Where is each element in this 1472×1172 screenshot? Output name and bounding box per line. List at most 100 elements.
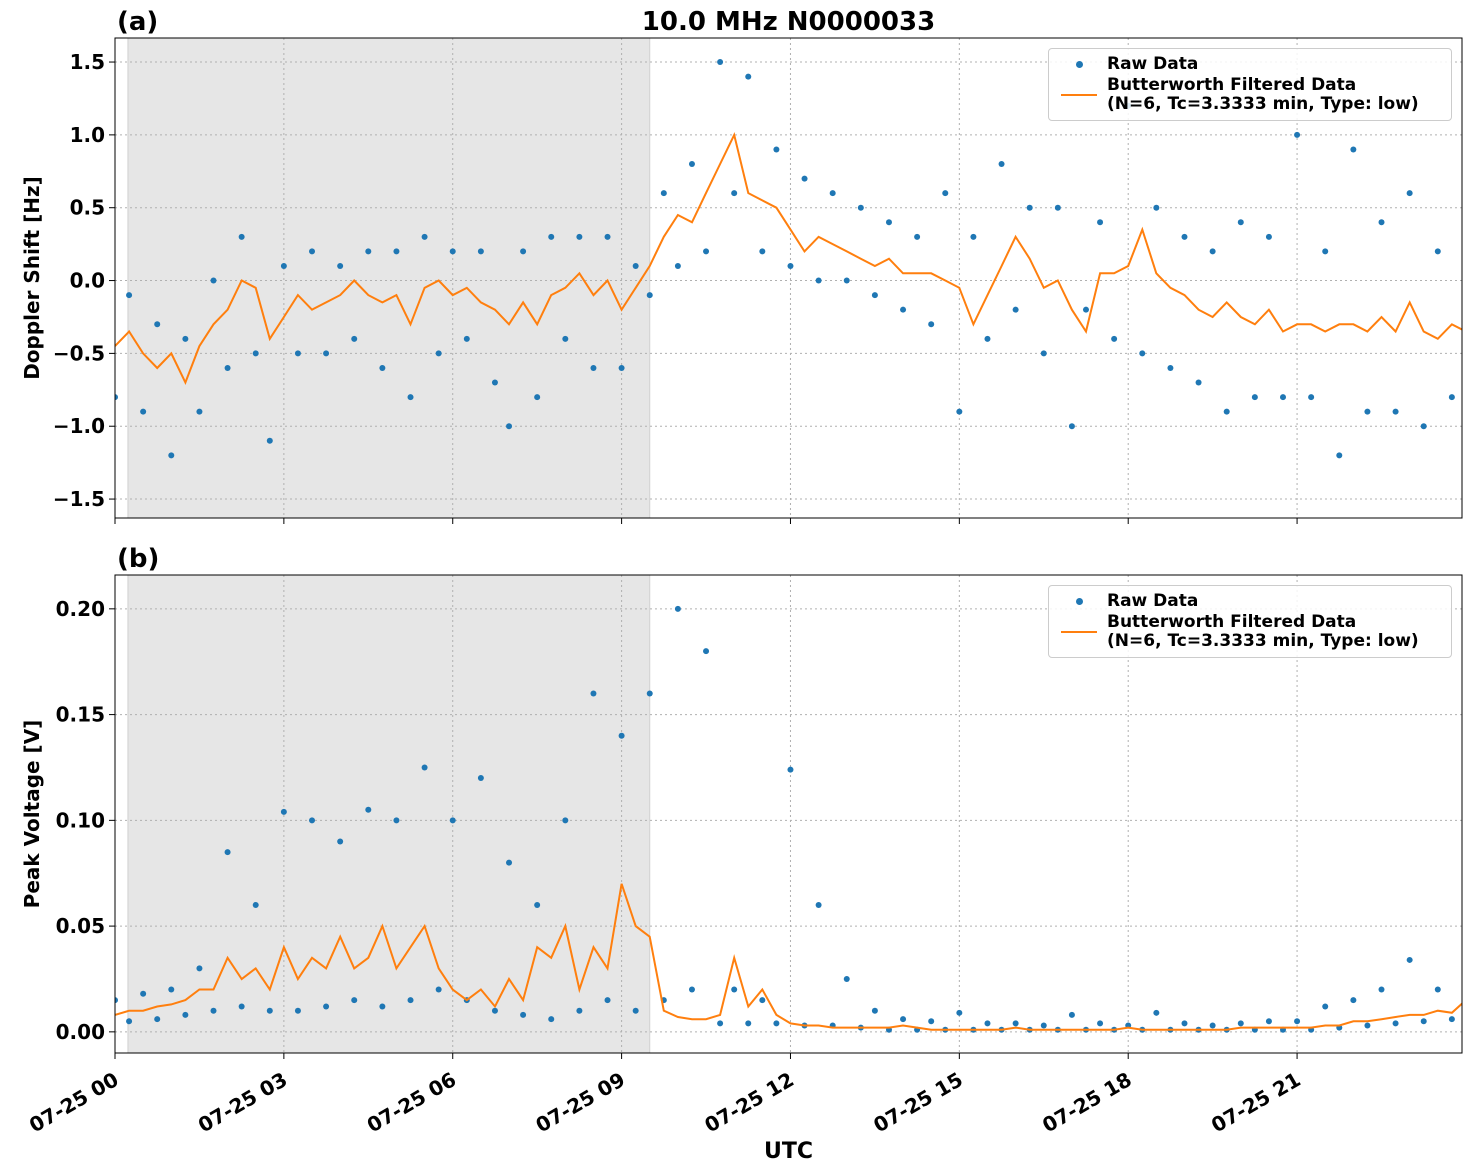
filtered-line (115, 131, 1462, 386)
axes-frame (114, 574, 1463, 1054)
raw-data-point (238, 233, 245, 240)
raw-data-point (1040, 1022, 1047, 1029)
raw-data-point (1350, 997, 1357, 1004)
raw-data-point (1097, 1020, 1104, 1027)
raw-data-point (787, 766, 794, 773)
x-tick-label: 07-25 18 (1038, 1067, 1136, 1137)
raw-data-point (815, 901, 822, 908)
raw-data-point (1097, 219, 1104, 226)
raw-data-point (1223, 408, 1230, 415)
raw-data-point (365, 248, 372, 255)
raw-data-point (1237, 1020, 1244, 1027)
x-tick-label: 07-25 12 (700, 1067, 798, 1137)
raw-data-point (1350, 146, 1357, 153)
raw-data-point (309, 817, 316, 824)
raw-data-point (914, 233, 921, 240)
raw-data-point (759, 997, 766, 1004)
raw-data-point (477, 775, 484, 782)
raw-data-point (1364, 1022, 1371, 1029)
raw-data-point (379, 364, 386, 371)
chart-title: 10.0 MHz N0000033 (642, 7, 935, 37)
raw-data-point (1012, 1020, 1019, 1027)
raw-data-point (154, 1016, 161, 1023)
raw-data-point (252, 901, 259, 908)
raw-data-point (548, 1016, 555, 1023)
x-tick-label: 07-25 15 (869, 1067, 967, 1137)
raw-data-point (1068, 1011, 1075, 1018)
raw-data-point (1406, 956, 1413, 963)
raw-data-point (1420, 1018, 1427, 1025)
raw-data-point (717, 59, 724, 66)
raw-data-point (1265, 233, 1272, 240)
raw-data-point (224, 364, 231, 371)
raw-data-point (871, 1007, 878, 1014)
raw-data-point (984, 1020, 991, 1027)
raw-data-point (210, 1007, 217, 1014)
raw-data-point (829, 190, 836, 197)
raw-data-point (1026, 204, 1033, 211)
raw-data-point (604, 997, 611, 1004)
raw-data-point (266, 1007, 273, 1014)
raw-data-point (365, 806, 372, 813)
legend-label: Butterworth Filtered Data (N=6, Tc=3.333… (1107, 75, 1419, 114)
raw-data-point (1265, 1018, 1272, 1025)
raw-data-point (1153, 1009, 1160, 1016)
raw-data-point (506, 423, 513, 430)
raw-data-point (857, 204, 864, 211)
legend-label: Raw Data (1107, 591, 1199, 611)
legend-swatch (1075, 598, 1083, 605)
raw-data-point (1054, 204, 1061, 211)
raw-data-point (126, 292, 133, 299)
raw-data-point (688, 161, 695, 168)
raw-data-point (534, 394, 541, 401)
raw-data-point (998, 161, 1005, 168)
raw-data-point (970, 233, 977, 240)
raw-data-point (351, 997, 358, 1004)
raw-data-point (604, 233, 611, 240)
raw-data-point (1448, 1016, 1455, 1023)
raw-data-point (759, 248, 766, 255)
raw-data-point (900, 306, 907, 313)
y-axis-label: Doppler Shift [Hz] (20, 176, 44, 380)
panel-label: (a) (117, 7, 158, 37)
raw-data-point (956, 1009, 963, 1016)
raw-data-point (421, 233, 428, 240)
raw-data-point (196, 408, 203, 415)
raw-data-point (843, 975, 850, 982)
x-tick-label: 07-25 03 (194, 1067, 292, 1137)
raw-data-point (773, 1020, 780, 1027)
raw-data-point (773, 146, 780, 153)
raw-data-point (1378, 219, 1385, 226)
raw-data-point (379, 1003, 386, 1010)
raw-data-point (210, 277, 217, 284)
axes-frame (114, 37, 1463, 519)
y-tick-label: 1.0 (70, 123, 105, 147)
raw-data-point (646, 690, 653, 697)
raw-data-point (449, 248, 456, 255)
raw-data-point (632, 262, 639, 269)
raw-data-point (1237, 219, 1244, 226)
filtered-line (115, 883, 1462, 1031)
legend-entry: Butterworth Filtered Data (N=6, Tc=3.333… (1057, 613, 1443, 651)
raw-data-point (393, 248, 400, 255)
raw-data-point (1181, 1020, 1188, 1027)
raw-data-point (1434, 986, 1441, 993)
raw-data-point (731, 190, 738, 197)
raw-data-point (294, 1007, 301, 1014)
legend-label: Raw Data (1107, 54, 1199, 74)
x-tick-label: 07-25 09 (532, 1067, 630, 1137)
legend-key (1057, 631, 1101, 633)
panel-label: (b) (117, 544, 159, 574)
y-tick-label: 0.05 (56, 914, 105, 938)
raw-data-point (1406, 190, 1413, 197)
raw-data-point (506, 859, 513, 866)
raw-data-point (1181, 233, 1188, 240)
raw-data-point (520, 248, 527, 255)
raw-data-point (1463, 974, 1469, 980)
legend-key (1057, 61, 1101, 68)
y-axis-label: Peak Voltage [V] (20, 720, 44, 909)
raw-data-point (1448, 394, 1455, 401)
raw-data-point (126, 1018, 133, 1025)
raw-data-point (115, 997, 118, 1004)
